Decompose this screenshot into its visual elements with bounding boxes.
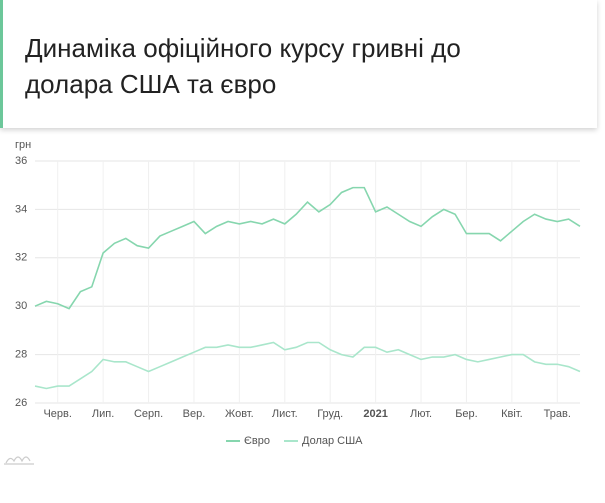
x-tick-label: Квіт. [501, 408, 523, 420]
y-tick-label: 36 [15, 155, 27, 167]
x-tick-label: Трав. [544, 408, 571, 420]
y-axis-label: грн [15, 139, 31, 151]
x-tick-label: Вер. [183, 408, 206, 420]
line-series [34, 341, 581, 390]
y-tick-label: 28 [15, 349, 27, 361]
header: Динаміка офіційного курсу гривні до дола… [0, 0, 597, 128]
logo [4, 456, 34, 465]
y-tick-label: 30 [15, 300, 27, 312]
x-tick-label: Лип. [92, 408, 114, 420]
y-tick-label: 34 [15, 203, 27, 215]
title: Динаміка офіційного курсу гривні до дола… [25, 33, 461, 99]
x-tick-label: Жовт. [225, 408, 254, 420]
x-tick-label: Бер. [455, 408, 478, 420]
x-tick-label: Груд. [317, 408, 343, 420]
x-tick-label: Лют. [410, 408, 432, 420]
x-tick-label: Серп. [134, 408, 163, 420]
legend-label: Долар США [302, 435, 363, 447]
y-tick-label: 26 [15, 397, 27, 409]
x-tick-label: 2021 [363, 408, 387, 420]
legend-label: Євро [244, 435, 270, 447]
x-tick-label: Лист. [272, 408, 298, 420]
x-tick-label: Черв. [43, 408, 71, 420]
y-tick-label: 32 [15, 252, 27, 264]
line-series [34, 186, 581, 310]
